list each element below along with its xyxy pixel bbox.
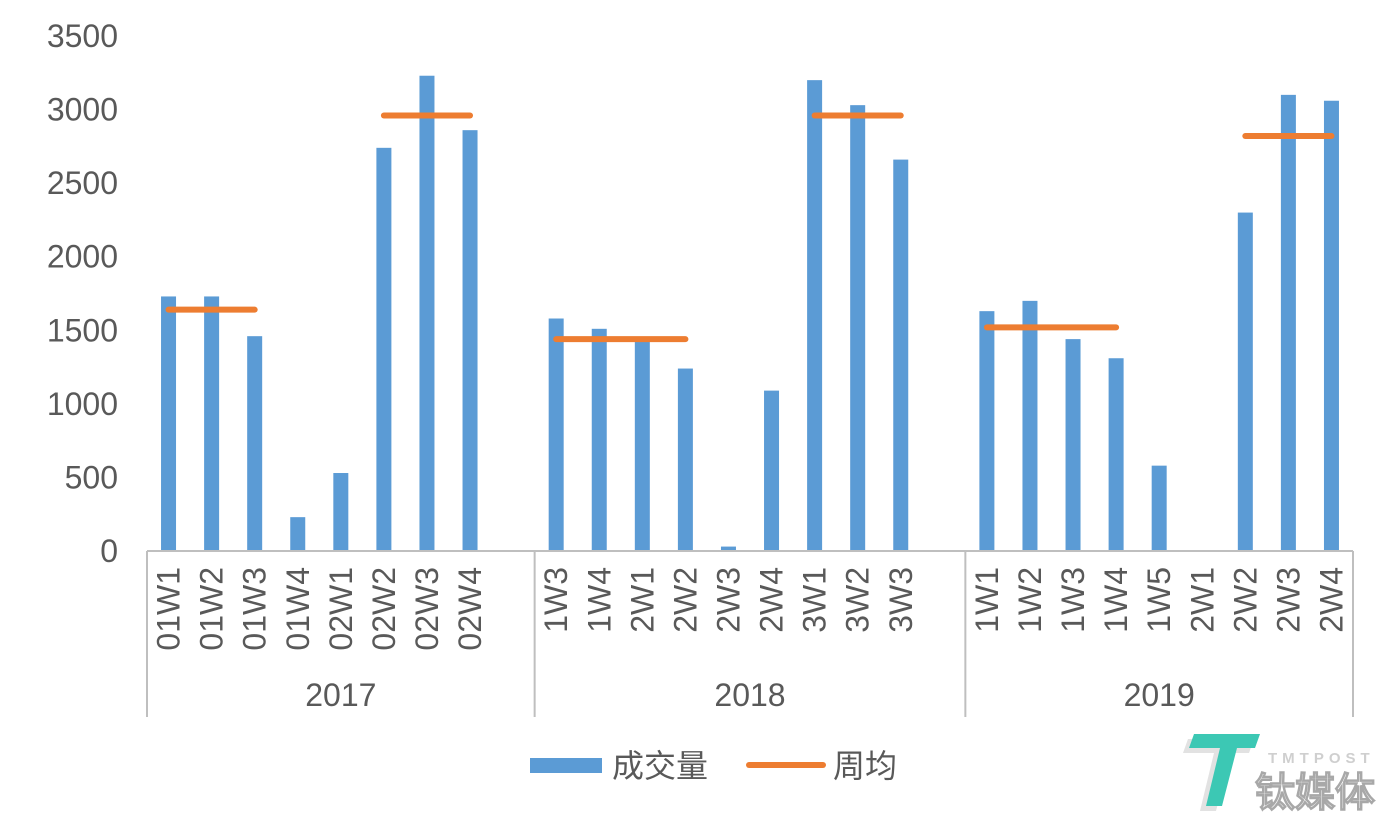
x-category-label: 2W2	[667, 567, 703, 633]
bar-2019-1w2	[1022, 300, 1038, 551]
x-category-label: 1W2	[1012, 567, 1048, 633]
bar-2019-1w1	[979, 311, 995, 551]
x-axis: 2017 2018 2019 01W1 01W2 01W3 01W4 02W1 02W2 02W3…	[146, 550, 1354, 717]
tmtpost-logo-mark	[1189, 734, 1260, 806]
x-category-label: 01W3	[237, 567, 273, 651]
x-group-label-2019: 2019	[1124, 677, 1195, 713]
bar-2017-01w2	[204, 296, 220, 551]
bar-2017-01w4	[290, 517, 306, 551]
bar-2018-3w1	[807, 80, 823, 552]
x-category-label: 3W2	[840, 567, 876, 633]
bar-2019-1w3	[1065, 339, 1081, 551]
bar-2017-02w3	[419, 75, 435, 551]
bar-2019-2w4	[1323, 100, 1339, 551]
y-axis-tick-labels: 0 500 1000 1500 2000 2500 3000 3500	[47, 18, 118, 569]
x-category-label: 01W1	[151, 567, 187, 651]
x-category-label: 02W2	[366, 567, 402, 651]
weekly-average-lines	[165, 112, 1335, 343]
bar-2018-2w2	[677, 368, 693, 551]
x-category-label: 02W1	[323, 567, 359, 651]
y-tick-label: 1500	[47, 312, 118, 348]
x-category-label: 2W3	[1270, 567, 1306, 633]
bar-2017-02w2	[376, 147, 392, 552]
x-category-label: 2W3	[710, 567, 746, 633]
x-category-label: 2W1	[624, 567, 660, 633]
x-category-label: 3W1	[797, 567, 833, 633]
x-category-label: 02W4	[452, 567, 488, 651]
legend-label-weekly-average: 周均	[833, 748, 897, 784]
bar-2018-2w1	[634, 340, 650, 551]
legend: 成交量 周均	[530, 748, 897, 784]
legend-swatch-volume	[530, 758, 602, 773]
bar-2017-01w1	[161, 296, 177, 551]
bar-2019-1w4	[1108, 358, 1124, 551]
x-category-label: 1W3	[1055, 567, 1091, 633]
y-tick-label: 1000	[47, 386, 118, 422]
bar-2017-01w3	[247, 336, 263, 551]
bar-2018-3w2	[850, 105, 866, 552]
x-category-label: 1W5	[1141, 567, 1177, 633]
bar-2018-1w3	[548, 318, 564, 551]
x-category-label: 1W1	[969, 567, 1005, 633]
y-tick-label: 2500	[47, 165, 118, 201]
bar-2017-02w4	[462, 130, 478, 551]
bar-2019-2w2	[1237, 212, 1253, 552]
bar-2019-2w3	[1280, 94, 1296, 551]
tmtpost-watermark: TMTPOST 钛媒体	[1183, 734, 1376, 816]
y-tick-label: 2000	[47, 239, 118, 275]
bar-2018-2w3	[720, 546, 736, 551]
x-category-label: 1W4	[581, 567, 617, 633]
x-group-label-2017: 2017	[305, 677, 376, 713]
x-group-label-2018: 2018	[714, 677, 785, 713]
bar-2019-1w5	[1151, 465, 1167, 551]
x-category-label: 3W3	[883, 567, 919, 633]
bar-2017-02w1	[333, 473, 349, 551]
y-tick-label: 0	[100, 533, 118, 569]
watermark-brand-cn: 钛媒体	[1255, 771, 1375, 815]
y-tick-label: 500	[65, 459, 118, 495]
x-category-label: 2W4	[754, 567, 790, 633]
x-category-label: 02W3	[409, 567, 445, 651]
x-category-label: 1W3	[538, 567, 574, 633]
x-category-label: 2W4	[1313, 567, 1349, 633]
x-category-label: 1W4	[1098, 567, 1134, 633]
x-category-label: 2W1	[1184, 567, 1220, 633]
y-tick-label: 3000	[47, 92, 118, 128]
bar-2018-1w4	[591, 328, 607, 551]
x-category-label: 01W4	[280, 567, 316, 651]
y-tick-label: 3500	[47, 18, 118, 54]
volume-bars	[161, 75, 1339, 552]
bar-2018-3w3	[893, 159, 909, 551]
watermark-brand-en: TMTPOST	[1268, 750, 1375, 767]
bar-2018-2w4	[764, 390, 780, 551]
x-category-label: 2W2	[1227, 567, 1263, 633]
x-category-label: 01W2	[194, 567, 230, 651]
legend-label-volume: 成交量	[612, 748, 708, 784]
